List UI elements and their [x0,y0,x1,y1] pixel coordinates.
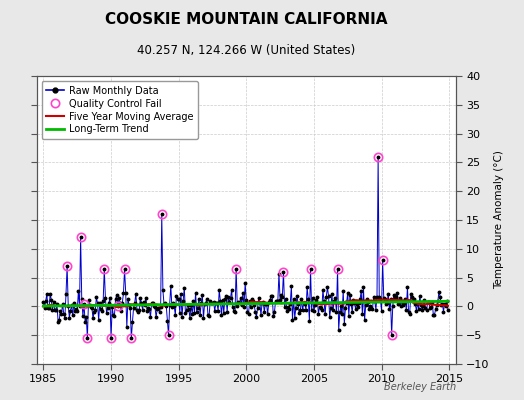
Text: 40.257 N, 124.266 W (United States): 40.257 N, 124.266 W (United States) [137,44,355,57]
Text: Berkeley Earth: Berkeley Earth [384,382,456,392]
Y-axis label: Temperature Anomaly (°C): Temperature Anomaly (°C) [494,150,504,290]
Legend: Raw Monthly Data, Quality Control Fail, Five Year Moving Average, Long-Term Tren: Raw Monthly Data, Quality Control Fail, … [41,81,198,139]
Text: COOSKIE MOUNTAIN CALIFORNIA: COOSKIE MOUNTAIN CALIFORNIA [105,12,388,27]
